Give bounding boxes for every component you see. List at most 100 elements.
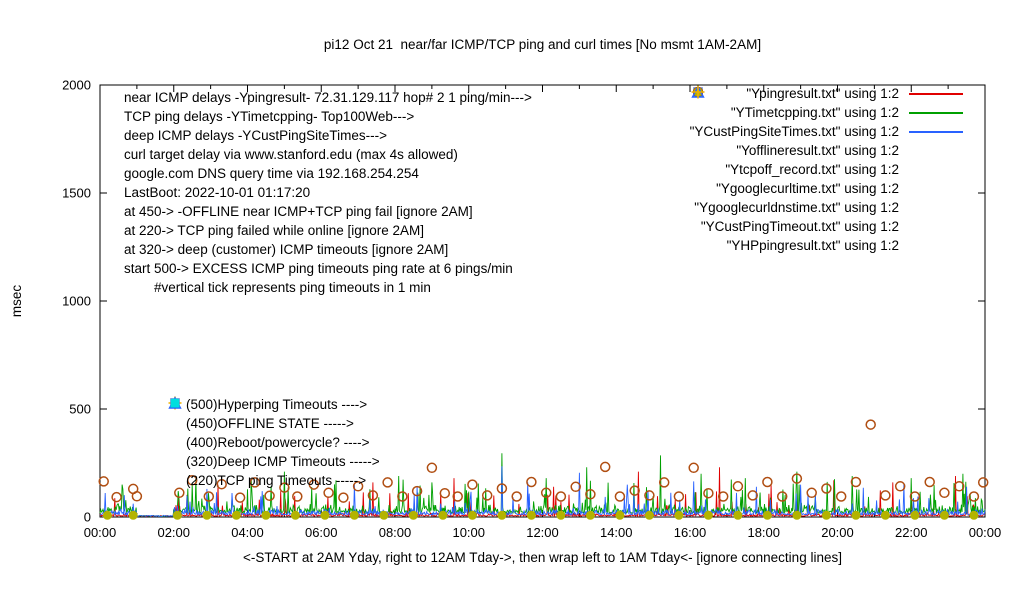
point-Ygooglecurldnstime (320, 510, 330, 520)
threshold-annotation-row: (400)Reboot/powercycle? ----> (167, 433, 380, 452)
threshold-annotation-text: (450)OFFLINE STATE -----> (186, 416, 354, 431)
plus-icon (691, 85, 705, 99)
legend-line-sample (909, 111, 963, 114)
point-Ygooglecurltime (614, 491, 626, 502)
point-Ygooglecurltime (439, 487, 451, 499)
point-Ygooglecurldnstime (172, 510, 182, 520)
point-Ygooglecurltime (658, 477, 670, 488)
x-tick-label: 14:00 (600, 525, 633, 540)
y-tick-label: 1000 (62, 294, 91, 309)
threshold-annotation-text: (320)Deep ICMP Timeouts -----> (186, 454, 380, 469)
point-Ygooglecurltime (382, 477, 393, 488)
point-Ygooglecurltime (452, 491, 463, 502)
legend-sample (693, 87, 963, 178)
info-annotation-line: at 450-> -OFFLINE near ICMP+TCP ping fai… (124, 204, 473, 219)
point-Ygooglecurldnstime (792, 510, 802, 520)
info-annotation-line: #vertical tick represents ping timeouts … (124, 280, 431, 295)
info-annotation-line: near ICMP delays -Ypingresult- 72.31.129… (124, 90, 532, 105)
y-axis-label: msec (9, 284, 24, 318)
point-Ygooglecurldnstime (939, 510, 949, 520)
point-Ygooglecurltime (703, 487, 714, 499)
point-Ygooglecurltime (835, 491, 847, 502)
point-Ygooglecurltime (292, 491, 303, 502)
point-Ygooglecurldnstime (261, 510, 271, 520)
legend-line-sample (909, 92, 963, 95)
x-tick-label: 00:00 (84, 525, 117, 540)
info-annotation-line: curl target delay via www.stanford.edu (… (124, 147, 458, 162)
point-Ygooglecurltime (426, 462, 438, 474)
series-Ypingresult (99, 467, 986, 518)
point-Ygooglecurltime (467, 479, 478, 490)
point-Ygooglecurldnstime (762, 510, 772, 520)
point-Ygooglecurldnstime (880, 510, 890, 520)
point-Ygooglecurltime (367, 490, 379, 501)
point-Ygooglecurltime (762, 476, 773, 488)
point-Ygooglecurltime (585, 489, 596, 500)
x-tick-label: 06:00 (305, 525, 338, 540)
legend-line-sample (909, 130, 963, 133)
point-Ygooglecurltime (203, 491, 215, 502)
point-Ygooglecurltime (599, 461, 611, 473)
point-Ygooglecurltime (894, 481, 906, 492)
point-Ygooglecurltime (131, 491, 143, 502)
legend-sample (690, 85, 963, 235)
point-Ygooglecurldnstime (644, 510, 654, 520)
x-tick-label: 04:00 (231, 525, 264, 540)
point-Ygooglecurltime (821, 483, 832, 494)
point-Ygooglecurldnstime (231, 510, 241, 520)
point-Ygooglecurltime (850, 476, 862, 488)
point-Ygooglecurltime (174, 487, 185, 499)
point-Ygooglecurltime (111, 491, 122, 503)
info-annotation-line: LastBoot: 2022-10-01 01:17:20 (124, 185, 311, 200)
y-tick-label: 500 (69, 402, 91, 417)
point-Ygooglecurltime (249, 477, 261, 488)
point-Ygooglecurltime (732, 481, 744, 492)
legend-sample (692, 87, 963, 159)
point-Ygooglecurltime (865, 419, 876, 430)
filled-square-icon (170, 398, 180, 408)
point-Ygooglecurltime (234, 492, 246, 503)
legend-label: "Ygooglecurldnstime.txt" using 1:2 (694, 200, 899, 215)
threshold-marker (167, 435, 183, 451)
threshold-annotation-row: (220)TCP ping Timeouts -----> (167, 398, 380, 490)
point-Ygooglecurltime (644, 490, 655, 501)
point-Ygooglecurldnstime (467, 510, 477, 520)
point-Ygooglecurldnstime (674, 510, 684, 520)
point-Ygooglecurldnstime (102, 510, 112, 520)
legend-row: "Ytcpoff_record.txt" using 1:2 (690, 87, 963, 179)
x-tick-label: 02:00 (157, 525, 190, 540)
point-Ygooglecurltime (806, 487, 817, 499)
point-Ygooglecurldnstime (969, 510, 979, 520)
threshold-annotation-row: (320)Deep ICMP Timeouts -----> (167, 396, 380, 471)
point-Ygooglecurldnstime (526, 510, 536, 520)
point-Ygooglecurltime (791, 473, 803, 484)
point-Ygooglecurltime (264, 490, 275, 502)
point-Ygooglecurldnstime (910, 510, 920, 520)
legend-label: "YCustPingTimeout.txt" using 1:2 (700, 219, 899, 234)
legend-label: "Yofflineresult.txt" using 1:2 (736, 143, 899, 158)
point-Ygooglecurldnstime (128, 510, 138, 520)
series-YCustPingSiteTimes (99, 466, 986, 518)
threshold-annotation-row: (500)Hyperping Timeouts ----> (167, 395, 380, 414)
threshold-annotation-text: (400)Reboot/powercycle? ----> (186, 435, 370, 450)
threshold-annotation-text: (220)TCP ping Timeouts -----> (186, 473, 367, 488)
point-Ygooglecurltime (186, 475, 198, 486)
point-Ygooglecurltime (481, 490, 493, 501)
point-Ygooglecurltime (570, 481, 581, 493)
point-Ygooglecurltime (526, 476, 537, 488)
series-YTimetcpping (99, 453, 986, 518)
point-Ygooglecurldnstime (202, 510, 212, 520)
legend-row: "YTimetcpping.txt" using 1:2 (690, 103, 963, 122)
legend-sample (692, 86, 963, 197)
legend-sample (909, 105, 963, 121)
legend-label: "YTimetcpping.txt" using 1:2 (730, 105, 899, 120)
point-Ygooglecurltime (924, 476, 935, 488)
y-tick-label: 0 (84, 510, 91, 525)
legend-sample (909, 86, 963, 102)
point-Ygooglecurldnstime (703, 510, 713, 520)
legend-row: "Ygooglecurltime.txt" using 1:2 (690, 86, 963, 198)
threshold-annotation-row: (450)OFFLINE STATE -----> (167, 398, 380, 433)
point-Ygooglecurltime (717, 491, 729, 502)
